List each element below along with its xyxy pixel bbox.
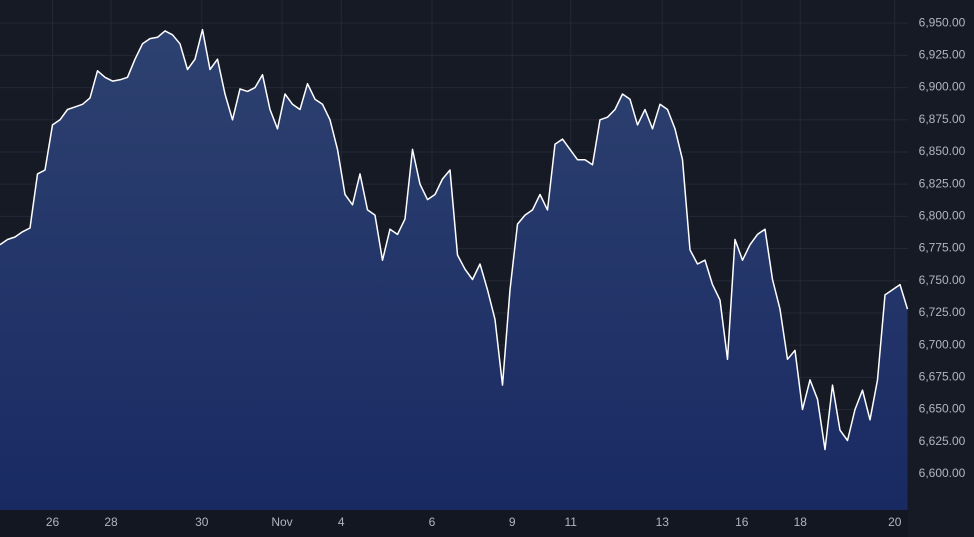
plot bbox=[0, 28, 909, 510]
y-tick-label: 6,650.00 bbox=[919, 402, 966, 416]
y-tick-label: 6,825.00 bbox=[919, 176, 966, 190]
labels: 6,600.00 6,625.00 6,650.00 6,675.00 6,700.00… bbox=[46, 15, 966, 529]
x-axis-strip bbox=[0, 510, 908, 537]
y-tick-label: 6,625.00 bbox=[919, 434, 966, 448]
price-line bbox=[0, 28, 909, 451]
x-tick-label: 4 bbox=[338, 515, 345, 529]
x-tick-label: 28 bbox=[104, 515, 118, 529]
x-tick-label: Nov bbox=[271, 515, 292, 529]
x-tick-label: 11 bbox=[565, 515, 578, 529]
y-tick-label: 6,675.00 bbox=[919, 370, 966, 384]
y-tick-label: 6,600.00 bbox=[919, 466, 966, 480]
x-tick-label: 26 bbox=[46, 515, 60, 529]
x-tick-label: 13 bbox=[656, 515, 670, 529]
x-tick-label: 6 bbox=[429, 515, 436, 529]
x-tick-label: 18 bbox=[794, 515, 808, 529]
y-tick-label: 6,900.00 bbox=[919, 80, 966, 94]
y-tick-label: 6,875.00 bbox=[919, 112, 966, 126]
x-tick-label: 9 bbox=[509, 515, 516, 529]
y-tick-label: 6,925.00 bbox=[919, 48, 966, 62]
area bbox=[0, 29, 908, 510]
x-tick-label: 30 bbox=[195, 515, 209, 529]
y-tick-label: 6,700.00 bbox=[919, 337, 966, 351]
x-tick-label: 20 bbox=[888, 515, 902, 529]
y-tick-label: 6,750.00 bbox=[919, 273, 966, 287]
y-tick-label: 6,725.00 bbox=[919, 305, 966, 319]
y-tick-label: 6,800.00 bbox=[919, 209, 966, 223]
x-tick-label: 16 bbox=[735, 515, 749, 529]
y-tick-label: 6,775.00 bbox=[919, 241, 966, 255]
y-tick-label: 6,850.00 bbox=[919, 144, 966, 158]
y-tick-label: 6,950.00 bbox=[919, 15, 966, 29]
